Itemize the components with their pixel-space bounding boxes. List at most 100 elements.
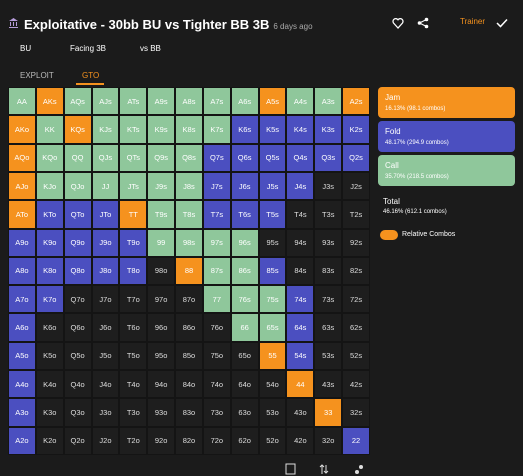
hand-cell[interactable]: Q6o [63, 313, 92, 342]
hand-cell[interactable]: 93o [147, 398, 176, 427]
hand-cell[interactable]: T9s [147, 200, 176, 229]
hand-cell[interactable]: Q7s [202, 143, 231, 172]
hand-cell[interactable]: A2s [342, 87, 370, 116]
hand-cell[interactable]: Q3o [63, 398, 92, 427]
hand-cell[interactable]: A4o [8, 370, 36, 399]
hand-cell[interactable]: K4s [286, 115, 315, 144]
hand-cell[interactable]: J3s [314, 171, 343, 201]
hand-cell[interactable]: 62o [230, 426, 259, 455]
hand-cell[interactable]: 43s [314, 370, 343, 399]
hand-cell[interactable]: KTo [35, 200, 64, 229]
hand-cell[interactable]: 83o [175, 398, 203, 427]
hand-cell[interactable]: 22 [342, 426, 370, 455]
hand-cell[interactable]: T8s [175, 200, 203, 229]
hand-cell[interactable]: ATs [119, 87, 148, 116]
hand-cell[interactable]: 97s [202, 228, 231, 257]
share-button[interactable] [417, 17, 429, 29]
hand-cell[interactable]: QTs [119, 143, 148, 172]
legend-item[interactable]: Jam 16.13% (98.1 combos) [378, 87, 515, 118]
hand-cell[interactable]: 42o [286, 426, 315, 455]
hand-cell[interactable]: T4o [119, 370, 148, 399]
hand-cell[interactable]: 92s [342, 228, 370, 257]
hand-cell[interactable]: J2o [91, 426, 120, 455]
hand-cell[interactable]: KQs [63, 115, 92, 144]
hand-cell[interactable]: K8s [175, 115, 203, 144]
hand-cell[interactable]: Q4s [286, 143, 315, 172]
hand-cell[interactable]: K2s [342, 115, 370, 144]
hand-cell[interactable]: 85s [258, 256, 287, 286]
hand-cell[interactable]: 42s [342, 370, 370, 399]
hand-cell[interactable]: T6s [230, 200, 259, 229]
hand-cell[interactable]: 73o [202, 398, 231, 427]
hand-cell[interactable]: KQo [35, 143, 64, 172]
hand-cell[interactable]: 52s [342, 341, 370, 371]
hand-cell[interactable]: 88 [175, 256, 203, 286]
hand-cell[interactable]: 44 [286, 370, 315, 399]
hand-cell[interactable]: 85o [175, 341, 203, 371]
hand-cell[interactable]: 95s [258, 228, 287, 257]
hand-cell[interactable]: Q5o [63, 341, 92, 371]
hand-cell[interactable]: 64o [230, 370, 259, 399]
hand-cell[interactable]: K6o [35, 313, 64, 342]
hand-cell[interactable]: T6o [119, 313, 148, 342]
hand-cell[interactable]: A4s [286, 87, 315, 116]
hand-cell[interactable]: A2o [8, 426, 36, 455]
hand-cell[interactable]: 82o [175, 426, 203, 455]
hand-cell[interactable]: 87o [175, 285, 203, 314]
hand-cell[interactable]: Q9s [147, 143, 176, 172]
hand-cell[interactable]: 54s [286, 341, 315, 371]
hand-cell[interactable]: 87s [202, 256, 231, 286]
hand-cell[interactable]: QTo [63, 200, 92, 229]
hand-cell[interactable]: K3o [35, 398, 64, 427]
hand-cell[interactable]: Q2o [63, 426, 92, 455]
hand-cell[interactable]: KTs [119, 115, 148, 144]
hand-cell[interactable]: 53s [314, 341, 343, 371]
hand-cell[interactable]: Q6s [230, 143, 259, 172]
hand-cell[interactable]: A8o [8, 256, 36, 286]
hand-cell[interactable]: 75s [258, 285, 287, 314]
hand-cell[interactable]: 63o [230, 398, 259, 427]
hand-cell[interactable]: A6s [230, 87, 259, 116]
hand-cell[interactable]: A7s [202, 87, 231, 116]
hand-cell[interactable]: 73s [314, 285, 343, 314]
hand-cell[interactable]: JTs [119, 171, 148, 201]
hand-cell[interactable]: A8s [175, 87, 203, 116]
hand-cell[interactable]: 94o [147, 370, 176, 399]
hand-cell[interactable]: 65o [230, 341, 259, 371]
hand-cell[interactable]: QQ [63, 143, 92, 172]
hand-cell[interactable]: 72o [202, 426, 231, 455]
hand-cell[interactable]: J8s [175, 171, 203, 201]
hand-cell[interactable]: 76s [230, 285, 259, 314]
hand-cell[interactable]: Q2s [342, 143, 370, 172]
hand-cell[interactable]: T9o [119, 228, 148, 257]
hand-cell[interactable]: AQs [63, 87, 92, 116]
hand-cell[interactable]: K7o [35, 285, 64, 314]
hand-cell[interactable]: A3s [314, 87, 343, 116]
hand-cell[interactable]: A5s [258, 87, 287, 116]
hand-cell[interactable]: 84o [175, 370, 203, 399]
hand-cell[interactable]: 53o [258, 398, 287, 427]
hand-cell[interactable]: T7o [119, 285, 148, 314]
hand-cell[interactable]: 63s [314, 313, 343, 342]
hand-cell[interactable]: Q4o [63, 370, 92, 399]
hand-cell[interactable]: Q3s [314, 143, 343, 172]
hand-cell[interactable]: 96o [147, 313, 176, 342]
hand-cell[interactable]: K9o [35, 228, 64, 257]
hand-cell[interactable]: AKs [35, 87, 64, 116]
hand-cell[interactable]: 54o [258, 370, 287, 399]
hand-cell[interactable]: K2o [35, 426, 64, 455]
hand-cell[interactable]: KJs [91, 115, 120, 144]
hand-cell[interactable]: J2s [342, 171, 370, 201]
hand-cell[interactable]: T2s [342, 200, 370, 229]
hand-cell[interactable]: QJs [91, 143, 120, 172]
hand-cell[interactable]: J3o [91, 398, 120, 427]
hand-cell[interactable]: 74o [202, 370, 231, 399]
hand-cell[interactable]: K8o [35, 256, 64, 286]
hand-cell[interactable]: 98o [147, 256, 176, 286]
hand-cell[interactable]: J7s [202, 171, 231, 201]
hand-cell[interactable]: J8o [91, 256, 120, 286]
toggle-switch[interactable] [380, 230, 398, 240]
legend-item[interactable]: Call 35.70% (218.5 combos) [378, 155, 515, 186]
hand-cell[interactable]: T3s [314, 200, 343, 229]
hand-cell[interactable]: J5s [258, 171, 287, 201]
